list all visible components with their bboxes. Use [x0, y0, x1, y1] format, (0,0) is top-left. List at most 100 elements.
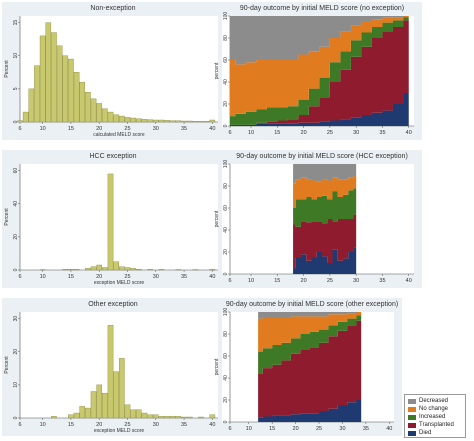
- histogram-bar: [130, 117, 136, 123]
- histogram-bar: [113, 371, 119, 419]
- legend-label: No change: [419, 406, 449, 412]
- histogram-bar: [169, 416, 176, 419]
- y-tick-label: 15: [13, 20, 19, 26]
- histogram-bar: [164, 120, 170, 123]
- histogram-bar: [68, 58, 74, 123]
- x-tick-label: 25: [124, 126, 130, 132]
- histogram-bar: [107, 173, 114, 271]
- histogram-bar: [96, 103, 103, 123]
- x-tick-label: 20: [96, 274, 102, 280]
- legend-swatch: [408, 414, 416, 420]
- legend-item-died: Died: [408, 429, 462, 437]
- y-axis-label: percent: [214, 62, 220, 79]
- histogram-bar: [130, 268, 136, 271]
- histogram-bar: [51, 416, 57, 419]
- y-tick-label: 60: [223, 57, 229, 63]
- y-tick-label: 80: [223, 183, 229, 189]
- histogram-bar: [107, 325, 114, 419]
- histogram-bar: [73, 412, 80, 419]
- x-tick-label: 20: [301, 278, 307, 284]
- histogram-bar: [34, 65, 40, 123]
- histogram-bar: [164, 416, 170, 419]
- histogram-bar: [158, 269, 165, 271]
- x-tick-label: 20: [96, 422, 102, 428]
- x-tick-label: 6: [18, 274, 21, 280]
- y-axis-label: percent: [214, 358, 220, 375]
- y-tick-label: 80: [223, 331, 229, 337]
- histogram-bar: [113, 114, 119, 123]
- legend-swatch: [408, 430, 416, 436]
- histogram-bar: [158, 119, 165, 123]
- histogram-bar: [113, 261, 119, 271]
- area-series-transplanted: [293, 214, 357, 269]
- plot-area: [20, 312, 218, 418]
- legend-label: Died: [419, 430, 432, 436]
- histogram-bar: [152, 414, 159, 419]
- histogram-bar: [147, 268, 153, 271]
- panel-outcome-hcc-exception: 90-day outcome by initial MELD score (HC…: [214, 150, 422, 288]
- histogram-bar: [73, 268, 80, 271]
- panel-non-exception: Non-exception 0 5 10 15 6 10 15 20 25 30 35 40 Perce…: [2, 2, 224, 140]
- histogram-bar: [51, 32, 57, 123]
- y-tick-label: 10: [13, 382, 19, 388]
- histogram-bar: [22, 111, 29, 123]
- histogram-bar: [147, 119, 153, 123]
- y-tick-label: 40: [223, 375, 229, 381]
- y-axis-label: Percent: [4, 60, 10, 78]
- histogram-bar: [119, 358, 125, 419]
- area-series-increased: [258, 315, 362, 374]
- area-series-decreased: [230, 16, 409, 65]
- histogram-bar: [198, 121, 204, 123]
- area-series-increased: [230, 17, 409, 125]
- x-tick-label: 10: [40, 126, 46, 132]
- legend-item-decreased: Decreased: [408, 397, 462, 405]
- x-tick-label: 35: [181, 126, 187, 132]
- panel-other-exception: Other exception 0 10 20 30 6 10 15 20 25 30 35 40 Pe…: [2, 298, 224, 436]
- chart-svg: 0 10 20 30 6 10 15 20 25 30 35 40 Percent exception M…: [4, 312, 218, 434]
- legend-item-no-change: No change: [408, 405, 462, 413]
- x-tick-label: 35: [363, 426, 369, 432]
- y-tick-label: 100: [223, 12, 229, 21]
- histogram-bar: [85, 268, 91, 271]
- y-tick-label: 0: [223, 420, 229, 423]
- x-tick-label: 30: [153, 274, 159, 280]
- panel-outcome-no-exception: 90-day outcome by initial MELD score (no…: [214, 2, 422, 140]
- x-tick-label: 10: [40, 274, 46, 280]
- y-tick-label: 0: [223, 272, 229, 275]
- y-tick-label: 0: [13, 120, 19, 123]
- legend-label: Transplanted: [419, 422, 454, 428]
- x-tick-label: 35: [181, 274, 187, 280]
- histogram-bar: [209, 119, 216, 123]
- chart-svg: 0 5 10 15 6 10 15 20 25 30 35 40 Percent calculated M…: [4, 16, 218, 138]
- x-tick-label: 25: [327, 130, 333, 136]
- histogram-bar: [130, 409, 136, 419]
- histogram-bar: [186, 416, 193, 419]
- legend-label: Increased: [419, 414, 446, 420]
- y-tick-label: 40: [13, 201, 19, 207]
- y-tick-label: 20: [13, 349, 19, 355]
- legend: Decreased No change Increased Transplant…: [404, 394, 466, 438]
- x-tick-label: 35: [181, 422, 187, 428]
- histogram-bar: [102, 108, 108, 123]
- x-axis-label: exception MELD score: [94, 280, 145, 286]
- x-tick-label: 15: [269, 426, 275, 432]
- y-axis-label: percent: [214, 210, 220, 227]
- x-tick-label: 40: [406, 130, 412, 136]
- x-tick-label: 40: [209, 422, 215, 428]
- x-tick-label: 25: [327, 278, 333, 284]
- x-tick-label: 10: [40, 422, 46, 428]
- histogram-bar: [73, 72, 80, 123]
- histogram-bar: [135, 409, 142, 419]
- histogram-bar: [175, 416, 182, 419]
- histogram-bar: [198, 416, 204, 419]
- histogram-bar: [79, 406, 86, 419]
- area-series-died: [293, 247, 357, 274]
- histogram-bar: [79, 82, 86, 123]
- x-tick-label: 6: [228, 278, 231, 284]
- y-tick-label: 10: [13, 53, 19, 59]
- x-tick-label: 6: [18, 126, 21, 132]
- panel-hcc-exception: HCC exception 0 20 40 60 6 10 15 20 25 30 35 40 Perc…: [2, 150, 224, 288]
- histogram-bar: [124, 267, 131, 271]
